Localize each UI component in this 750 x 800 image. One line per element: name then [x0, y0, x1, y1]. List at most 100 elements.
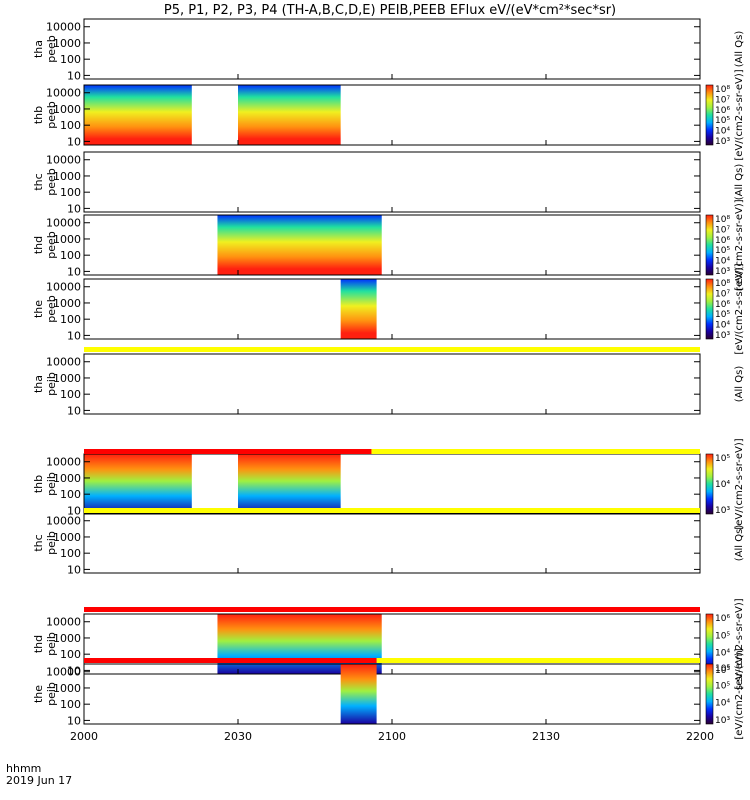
y-tick-label: 10000	[46, 87, 81, 100]
colorbar-tick-label: 10⁶	[715, 236, 730, 246]
colorbar-tick-label: 10⁴	[715, 649, 730, 659]
panel-label: peib	[45, 372, 58, 396]
y-tick-label: 1000	[53, 297, 81, 310]
colorbar-tick-label: 10⁵	[715, 116, 730, 126]
colorbar-tick-label: 10³	[715, 267, 730, 277]
colorbar-tick-label: 10⁵	[715, 246, 730, 256]
y-tick-label: 1000	[53, 372, 81, 385]
colorbar-tick-label: 10⁴	[715, 257, 730, 267]
y-tick-label: 10000	[46, 515, 81, 528]
y-tick-label: 100	[60, 388, 81, 401]
spectrogram-block	[238, 85, 341, 145]
colorbar-tick-label: 10³	[715, 331, 730, 341]
mode-bar-segment	[84, 449, 372, 454]
y-tick-label: 1000	[53, 170, 81, 183]
panel-label: peib	[45, 531, 58, 555]
panel-label: peib	[45, 632, 58, 656]
panel-frame	[83, 18, 701, 80]
panel-label: tha	[32, 375, 45, 393]
y-tick-label: 10	[67, 504, 81, 517]
colorbar-tick-label: 10⁷	[715, 289, 730, 299]
spectrogram-block	[217, 215, 382, 275]
y-tick-label: 1000	[53, 472, 81, 485]
spectrogram-block	[340, 279, 377, 339]
colorbar-tick-label: 10⁶	[715, 300, 730, 310]
panel-label: peib	[45, 682, 58, 706]
mode-bar-segment	[371, 449, 700, 454]
panel-label: thb	[32, 475, 45, 493]
side-label: [eV/(cm2-s-sr-eV)]	[734, 438, 745, 529]
colorbar-tick-label: 10³	[715, 716, 730, 726]
y-tick-label: 1000	[53, 37, 81, 50]
side-label: [eV/(cm2-s-sr-eV)]	[734, 263, 745, 354]
x-tick-label: 2000	[70, 730, 98, 743]
mode-bars	[84, 347, 700, 663]
colorbar	[705, 84, 714, 146]
panel-label: the	[32, 300, 45, 318]
panel-label: thd	[32, 236, 45, 254]
spectrogram-block	[84, 85, 192, 145]
chart-title: P5, P1, P2, P3, P4 (TH-A,B,C,D,E) PEIB,P…	[164, 3, 616, 18]
colorbar-tick-label: 10⁸	[715, 279, 730, 289]
date-label: 2019 Jun 17	[6, 774, 72, 787]
y-tick-label: 10	[67, 202, 81, 215]
y-tick-label: 10000	[46, 666, 81, 679]
panel-label: the	[32, 685, 45, 703]
colorbar	[705, 453, 714, 515]
colorbar-tick-label: 10⁸	[715, 85, 730, 95]
y-tick-label: 10000	[46, 456, 81, 469]
y-tick-label: 100	[60, 547, 81, 560]
side-label: [eV/(cm2-s-sr-eV)]	[734, 598, 745, 689]
panel-label: peeb	[45, 168, 58, 196]
colorbar-tick-label: 10³	[715, 506, 730, 516]
side-label: [eV/(cm2-s-sr-eV)]	[734, 69, 745, 160]
mode-bar-segment	[84, 347, 700, 352]
mode-bar-segment	[376, 658, 700, 663]
y-tick-label: 10	[67, 135, 81, 148]
panel-label: peib	[45, 472, 58, 496]
side-label: (All Qs)	[734, 366, 745, 403]
colorbar-tick-label: 10⁵	[715, 681, 730, 691]
colorbar-tick-label: 10⁵	[715, 631, 730, 641]
colorbar-tick-label: 10⁴	[715, 321, 730, 331]
colorbar-tick-label: 10⁶	[715, 614, 730, 624]
panel-label: thc	[32, 534, 45, 551]
y-tick-label: 1000	[53, 632, 81, 645]
y-tick-label: 1000	[53, 103, 81, 116]
y-tick-label: 1000	[53, 682, 81, 695]
colorbar-tick-label: 10⁶	[715, 664, 730, 674]
panel-label: thb	[32, 106, 45, 124]
y-tick-label: 10	[67, 265, 81, 278]
spectrogram-block	[84, 454, 192, 514]
side-label: [eV/(cm2-s-sr-eV)]	[734, 648, 745, 739]
panel-label: peeb	[45, 101, 58, 129]
colorbar-tick-label: 10³	[715, 137, 730, 147]
colorbar-tick-label: 10⁴	[715, 127, 730, 137]
side-label: (All Qs)	[734, 164, 745, 201]
y-tick-label: 10000	[46, 281, 81, 294]
x-axis: 2000 2030 2100 2130 2200	[70, 730, 714, 743]
y-tick-label: 10000	[46, 154, 81, 167]
y-tick-label: 10	[67, 714, 81, 727]
y-tick-label: 100	[60, 186, 81, 199]
colorbar-tick-label: 10⁴	[715, 480, 730, 490]
x-tick-label: 2100	[378, 730, 406, 743]
colorbar-tick-label: 10⁶	[715, 106, 730, 116]
spectrogram-block	[340, 664, 377, 724]
side-label: [eV/(cm2-s-sr-eV)]	[734, 199, 745, 290]
panel-label: tha	[32, 40, 45, 58]
y-tick-label: 10	[67, 329, 81, 342]
y-tick-label: 1000	[53, 531, 81, 544]
y-tick-label: 10000	[46, 21, 81, 34]
y-tick-label: 10000	[46, 217, 81, 230]
y-tick-label: 100	[60, 53, 81, 66]
y-tick-label: 10000	[46, 616, 81, 629]
panel-label: thc	[32, 173, 45, 190]
